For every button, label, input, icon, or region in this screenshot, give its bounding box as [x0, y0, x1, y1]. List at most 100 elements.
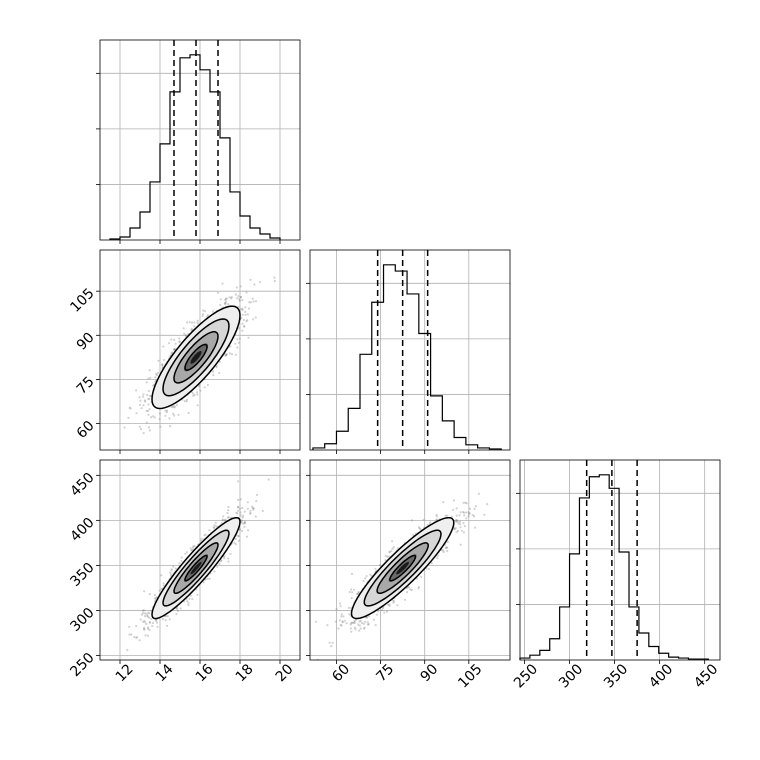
panel-0-1-point-602 [147, 389, 150, 393]
panel-0-2-point-569 [143, 590, 146, 593]
panel-0-2-point-236 [222, 515, 225, 518]
panel-1-2-point-1422 [391, 547, 394, 550]
panel-0-1-point-1514 [227, 303, 230, 306]
panel-1-2-point-1588 [435, 518, 438, 522]
panel-0-2-point-1408 [162, 582, 165, 585]
panel-0-1-point-540 [169, 425, 172, 428]
panel-1-2-point-1225 [365, 616, 369, 619]
panel-0-1-point-1268 [188, 321, 191, 324]
panel-0-1-point-1472 [201, 314, 204, 317]
panel-0-2-point-321 [254, 515, 257, 518]
panel-0-1-point-415 [258, 281, 262, 284]
panel-0-2-point-1187 [169, 571, 172, 574]
panel-1-2-point-154 [339, 623, 342, 627]
y-tick-label-1-0: 60 [74, 418, 98, 442]
panel-1-2-point-35 [341, 620, 344, 623]
panel-0-1-point-1454 [247, 336, 250, 339]
x-tick-label-0-1: 14 [153, 661, 177, 685]
panel-0-2-point-97 [170, 568, 173, 571]
panel-1-2-point-1114 [464, 501, 467, 504]
panel-0-1-point-210 [239, 296, 242, 299]
panel-0-2-point-533 [144, 634, 147, 637]
panel-0-2-point-1127 [145, 622, 148, 626]
x-tick-label-0-4: 20 [273, 661, 297, 685]
x-tick-label-1-3: 105 [455, 661, 485, 691]
panel-1-2-point-225 [334, 620, 337, 623]
panel-0-2-point-1142 [151, 625, 154, 628]
panel-1-2-point-498 [347, 606, 350, 610]
panel-0-2-point-462 [154, 619, 157, 622]
panel-0-1-point-429 [234, 293, 238, 296]
hist-0-grid [100, 40, 300, 240]
panel-0-1-point-568 [178, 341, 181, 344]
panel-0-2-point-1457 [188, 597, 191, 600]
panel-1-2-point-1585 [363, 626, 366, 629]
y-tick-label-1-2: 90 [74, 330, 98, 354]
panel-0-1-point-942 [165, 409, 169, 412]
panel-1-2-point-1573 [452, 528, 456, 531]
panel-1-2-point-1094 [390, 549, 393, 553]
panel-0-1-point-1371 [191, 392, 194, 395]
panel-0-2-point-1118 [215, 525, 218, 528]
panel-0-2-point-1029 [238, 528, 241, 531]
panel-0-1-point-641 [182, 327, 185, 330]
panel-0-1-frame [99, 249, 301, 451]
panel-1-2-point-889 [463, 511, 466, 514]
panel-1-2-point-1119 [442, 550, 445, 554]
panel-0-1-point-1136 [254, 300, 258, 303]
panel-0-1-point-1308 [201, 313, 205, 316]
panel-1-2-point-723 [396, 604, 399, 607]
panel-0-1-point-78 [154, 376, 157, 379]
panel-0-1-contour-2 [173, 331, 219, 384]
panel-0-2-point-584 [200, 537, 203, 540]
panel-0-2-point-618 [176, 607, 179, 610]
panel-1-2-point-1318 [366, 623, 370, 626]
panel-0-2-point-203 [126, 648, 129, 652]
panel-0-2-point-911 [140, 613, 143, 616]
panel-0-1-point-304 [219, 303, 222, 307]
y-tick-label-2-0: 250 [67, 650, 97, 680]
panel-0-1-point-488 [228, 296, 231, 299]
panel-0-1-point-780 [142, 395, 145, 398]
panel-0-1-point-69 [230, 353, 233, 356]
panel-0-2-point-1281 [135, 636, 138, 639]
panel-1-2-frame [309, 459, 511, 661]
panel-1-2-point-637 [454, 519, 457, 522]
panel-0-1-point-443 [186, 321, 189, 324]
panel-0-1-point-278 [135, 389, 138, 392]
panel-0-1-point-71 [218, 360, 221, 363]
panel-0-1-point-883 [237, 341, 241, 344]
panel-0-1-point-318 [225, 353, 228, 356]
panel-0-2-point-782 [246, 507, 249, 510]
panel-1-2-point-1322 [410, 588, 413, 592]
panel-0-1-point-503 [145, 421, 148, 424]
panel-1-2-point-517 [374, 624, 377, 627]
panel-0-1-point-992 [190, 327, 193, 330]
panel-1-2-point-587 [338, 619, 341, 622]
panel-0-1-point-163 [173, 406, 176, 409]
panel-0-2-point-180 [240, 519, 243, 522]
panel-0-2-point-105 [214, 521, 217, 524]
panel-1-2-point-166 [436, 556, 439, 560]
panel-0-2-contour-1 [162, 529, 230, 607]
panel-0-2-point-1575 [149, 617, 153, 621]
panel-0-2-point-318 [165, 615, 168, 618]
panel-1-2-point-359 [357, 623, 360, 626]
panel-0-2-point-145 [176, 609, 179, 613]
panel-0-2-point-608 [240, 529, 243, 533]
panel-0-1-point-760 [236, 346, 239, 349]
panel-1-2-point-324 [474, 526, 477, 529]
panel-0-1-point-1319 [221, 282, 224, 285]
panel-0-1-point-382 [247, 307, 251, 310]
panel-1-2-point-422 [385, 610, 389, 613]
panel-1-2-grid [310, 460, 510, 660]
panel-0-1-point-491 [236, 297, 239, 300]
hist-1-frame [309, 249, 511, 451]
panel-0-1-point-1107 [146, 394, 149, 397]
panel-0-2-point-762 [186, 551, 189, 554]
panel-1-2-point-196 [392, 601, 395, 604]
panel-0-1-point-1517 [242, 318, 245, 321]
panel-0-1-point-795 [241, 307, 244, 310]
panel-1-2-point-163 [458, 520, 462, 524]
panel-0-1-point-1219 [145, 409, 148, 413]
